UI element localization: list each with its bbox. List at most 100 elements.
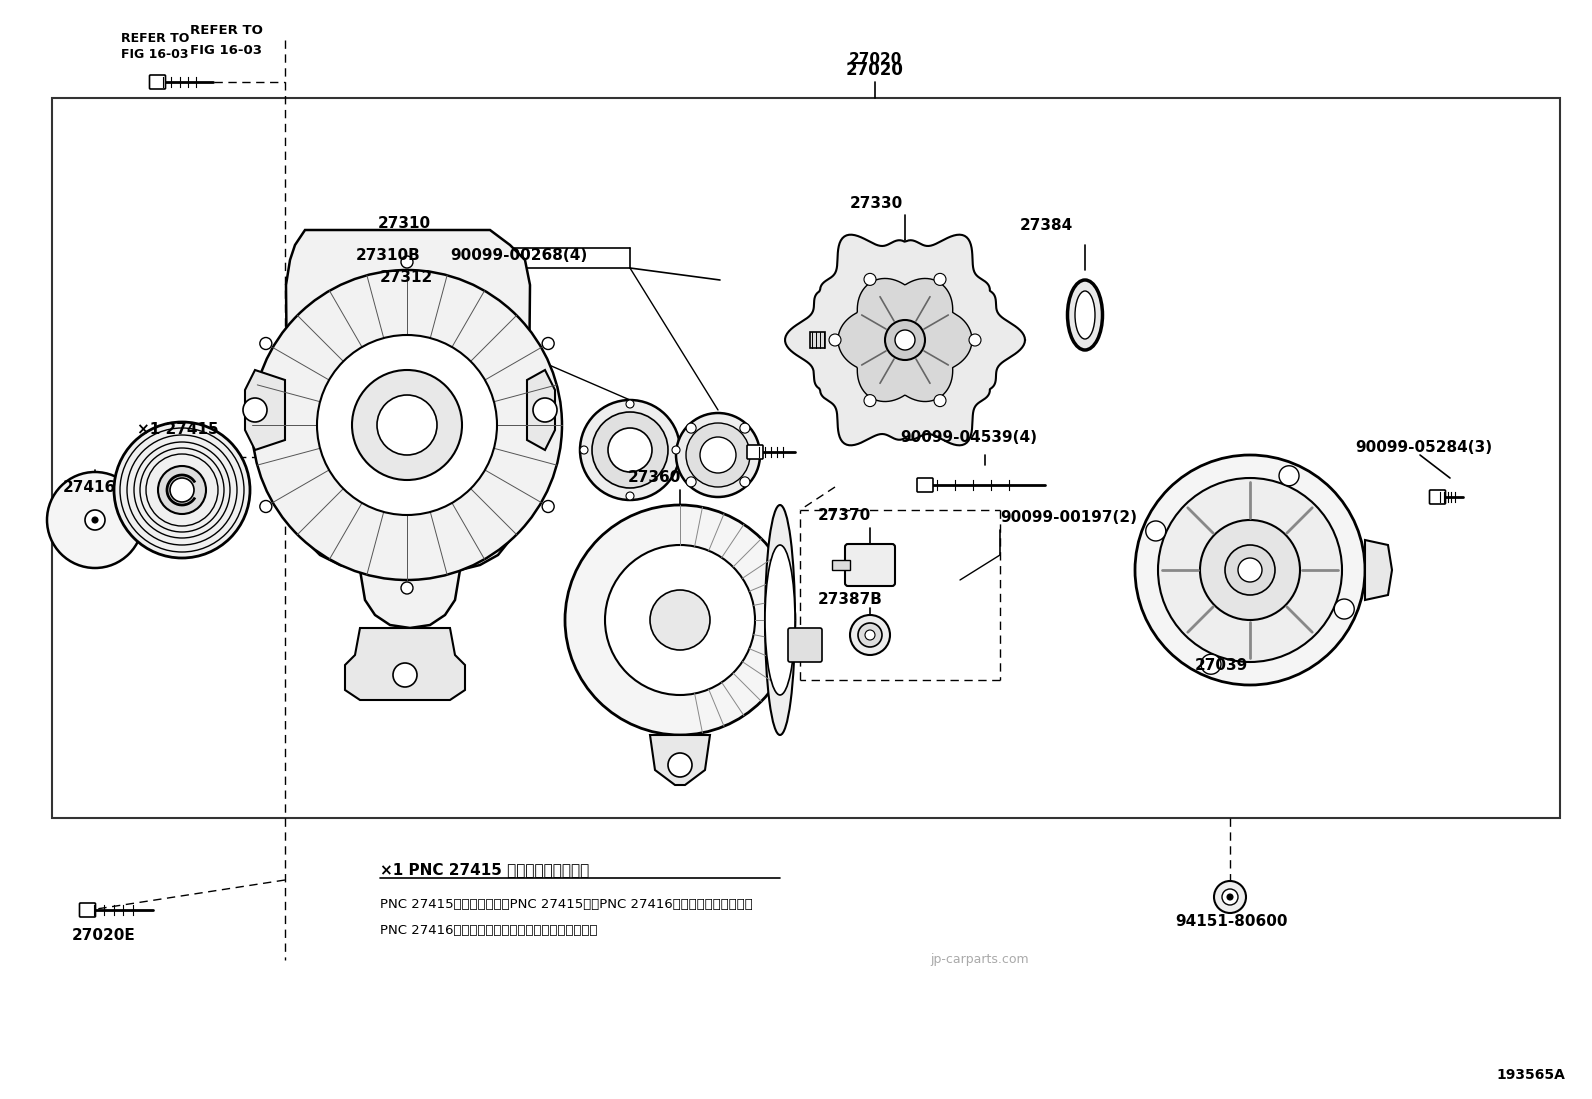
- Circle shape: [686, 477, 696, 487]
- Ellipse shape: [1068, 280, 1103, 349]
- Circle shape: [115, 422, 250, 558]
- Circle shape: [700, 437, 736, 473]
- Circle shape: [740, 477, 750, 487]
- Ellipse shape: [766, 506, 794, 735]
- Bar: [810, 332, 825, 348]
- Text: 27020: 27020: [849, 53, 901, 67]
- Circle shape: [84, 510, 105, 530]
- Circle shape: [565, 506, 794, 735]
- Circle shape: [1200, 520, 1301, 620]
- Circle shape: [401, 256, 412, 268]
- Text: 27310B: 27310B: [357, 248, 420, 264]
- Circle shape: [579, 400, 680, 500]
- Circle shape: [170, 478, 194, 502]
- Circle shape: [1239, 558, 1262, 582]
- Polygon shape: [1364, 540, 1391, 600]
- Circle shape: [895, 330, 915, 349]
- Circle shape: [259, 500, 272, 512]
- Circle shape: [650, 590, 710, 650]
- Polygon shape: [245, 370, 285, 449]
- Text: REFER TO: REFER TO: [121, 32, 189, 44]
- Ellipse shape: [766, 545, 794, 695]
- Text: 27387B: 27387B: [818, 592, 884, 608]
- Circle shape: [158, 466, 205, 514]
- Circle shape: [686, 423, 696, 433]
- Text: PNC 27416を重複発注しないようご注意ください。: PNC 27416を重複発注しないようご注意ください。: [380, 923, 597, 936]
- Circle shape: [377, 395, 436, 455]
- Circle shape: [686, 423, 750, 487]
- Text: 27312: 27312: [380, 270, 433, 286]
- Circle shape: [672, 446, 680, 454]
- Circle shape: [252, 270, 562, 580]
- Text: 27330: 27330: [850, 196, 903, 211]
- Circle shape: [401, 582, 412, 593]
- Text: PNC 27415は、複数代替（PNC 27415及びPNC 27416）されていますので、: PNC 27415は、複数代替（PNC 27415及びPNC 27416）されて…: [380, 899, 753, 911]
- Text: 27360: 27360: [627, 469, 681, 485]
- Circle shape: [1278, 466, 1299, 486]
- Circle shape: [829, 334, 841, 346]
- Circle shape: [1227, 893, 1232, 900]
- Circle shape: [244, 398, 267, 422]
- FancyBboxPatch shape: [845, 544, 895, 586]
- Circle shape: [669, 753, 693, 777]
- FancyBboxPatch shape: [80, 903, 96, 917]
- Circle shape: [1146, 521, 1165, 541]
- Circle shape: [608, 428, 653, 471]
- Circle shape: [740, 423, 750, 433]
- Polygon shape: [345, 628, 465, 700]
- Polygon shape: [287, 230, 530, 628]
- Circle shape: [92, 517, 99, 523]
- Circle shape: [935, 395, 946, 407]
- Bar: [833, 560, 850, 570]
- Text: 27416: 27416: [64, 480, 116, 496]
- Circle shape: [1224, 545, 1275, 595]
- Text: FIG 16-03: FIG 16-03: [189, 44, 263, 56]
- Text: 27020: 27020: [845, 62, 904, 79]
- Circle shape: [1157, 478, 1342, 662]
- Text: REFER TO: REFER TO: [189, 23, 263, 36]
- Circle shape: [626, 492, 634, 500]
- Circle shape: [1135, 455, 1364, 685]
- Circle shape: [543, 500, 554, 512]
- Circle shape: [259, 337, 272, 349]
- Text: 193565A: 193565A: [1496, 1068, 1565, 1083]
- Text: 90099-00197(2): 90099-00197(2): [1000, 511, 1137, 525]
- Circle shape: [970, 334, 981, 346]
- FancyBboxPatch shape: [917, 478, 933, 492]
- Circle shape: [1334, 599, 1355, 619]
- Circle shape: [1200, 654, 1221, 674]
- Circle shape: [352, 370, 462, 480]
- Ellipse shape: [1075, 291, 1095, 338]
- Circle shape: [850, 615, 890, 655]
- Circle shape: [605, 545, 755, 695]
- Circle shape: [864, 274, 876, 286]
- Circle shape: [579, 446, 587, 454]
- Text: 27370: 27370: [818, 509, 871, 523]
- Text: 94151-80600: 94151-80600: [1175, 914, 1288, 930]
- Polygon shape: [837, 278, 973, 401]
- FancyBboxPatch shape: [150, 75, 166, 89]
- Circle shape: [48, 471, 143, 568]
- Text: 27039: 27039: [1196, 657, 1248, 673]
- Circle shape: [393, 663, 417, 687]
- Circle shape: [677, 413, 759, 497]
- Text: 27020E: 27020E: [72, 928, 135, 943]
- Circle shape: [858, 623, 882, 647]
- Text: FIG 16-03: FIG 16-03: [121, 48, 189, 62]
- Text: 90099-00268(4): 90099-00268(4): [451, 248, 587, 264]
- Circle shape: [885, 320, 925, 360]
- Circle shape: [533, 398, 557, 422]
- Circle shape: [935, 274, 946, 286]
- Text: ×1 PNC 27415 オーダー上のご注意: ×1 PNC 27415 オーダー上のご注意: [380, 863, 589, 877]
- Circle shape: [1223, 889, 1239, 904]
- Text: 27384: 27384: [1020, 218, 1073, 233]
- Text: 27310: 27310: [377, 215, 431, 231]
- FancyBboxPatch shape: [747, 445, 763, 459]
- Polygon shape: [650, 735, 710, 785]
- Circle shape: [592, 412, 669, 488]
- FancyBboxPatch shape: [788, 628, 821, 662]
- Circle shape: [1215, 881, 1247, 913]
- Text: ×1 27415: ×1 27415: [137, 422, 218, 437]
- Circle shape: [864, 630, 876, 640]
- Polygon shape: [785, 235, 1025, 445]
